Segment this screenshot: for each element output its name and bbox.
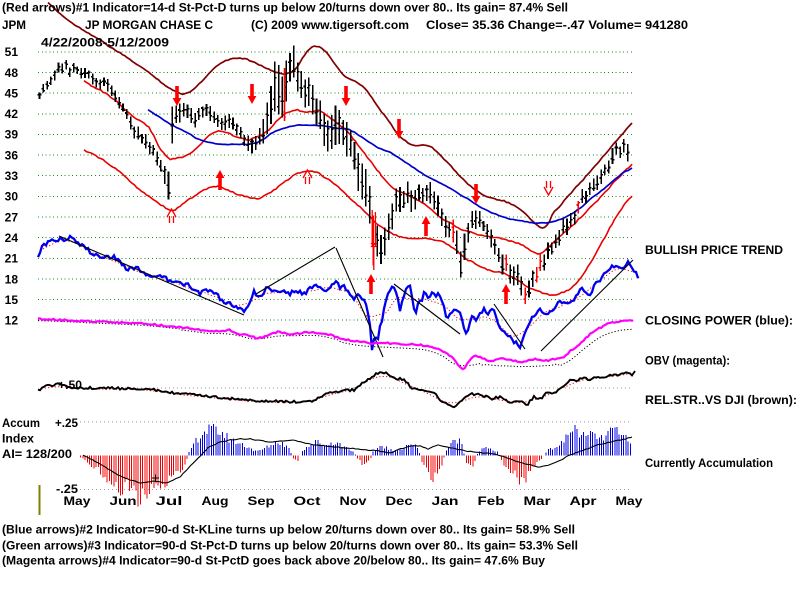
svg-text:12: 12 bbox=[5, 314, 19, 328]
svg-text:33: 33 bbox=[5, 169, 19, 183]
svg-text:Close= 35.36 Change=-.47 Vol: Close= 35.36 Change=-.47 Volume= 941280 bbox=[426, 18, 688, 32]
svg-text:(Blue arrows)#2 Indicator=90-d: (Blue arrows)#2 Indicator=90-d St-KLine … bbox=[2, 523, 575, 537]
svg-text:Mar: Mar bbox=[524, 494, 551, 508]
svg-text:Jun: Jun bbox=[110, 494, 137, 508]
svg-text:42: 42 bbox=[5, 107, 19, 121]
svg-text:-.25: -.25 bbox=[56, 482, 78, 496]
svg-text:45: 45 bbox=[5, 86, 19, 100]
svg-text:18: 18 bbox=[5, 272, 19, 286]
svg-text:Accum: Accum bbox=[2, 416, 40, 430]
svg-text:Jul: Jul bbox=[156, 494, 183, 508]
svg-text:OBV (magenta):: OBV (magenta): bbox=[645, 353, 730, 367]
svg-text:AI= 128/200: AI= 128/200 bbox=[2, 447, 72, 461]
svg-text:Apr: Apr bbox=[570, 494, 597, 508]
svg-text:(Red arrows)#1 Indicator=14-d: (Red arrows)#1 Indicator=14-d St-Pct-D t… bbox=[2, 1, 568, 15]
svg-text:24: 24 bbox=[5, 231, 19, 245]
svg-text:27: 27 bbox=[5, 210, 19, 224]
svg-text:(C) 2009 www.tigersoft.com: (C) 2009 www.tigersoft.com bbox=[251, 18, 409, 32]
svg-text:Jan: Jan bbox=[432, 494, 459, 508]
svg-text:Sep: Sep bbox=[248, 494, 275, 508]
svg-text:+.50: +.50 bbox=[58, 378, 82, 392]
svg-text:BULLISH PRICE TREND: BULLISH PRICE TREND bbox=[645, 243, 783, 257]
svg-text:CLOSING POWER (blue):: CLOSING POWER (blue): bbox=[645, 313, 793, 327]
svg-text:May: May bbox=[616, 494, 643, 508]
svg-text:+.25: +.25 bbox=[55, 416, 78, 430]
svg-text:(Green arrows)#3 Indicator=90-: (Green arrows)#3 Indicator=90-d St-Pct-D… bbox=[2, 539, 578, 553]
svg-text:4/22/2008-5/12/2009: 4/22/2008-5/12/2009 bbox=[41, 36, 169, 50]
svg-text:30: 30 bbox=[5, 190, 19, 204]
svg-text:15: 15 bbox=[5, 293, 19, 307]
svg-text:Dec: Dec bbox=[386, 494, 413, 508]
svg-text:Currently Accumulation: Currently Accumulation bbox=[645, 456, 773, 470]
svg-text:(Magenta arrows)#4 Indicator=9: (Magenta arrows)#4 Indicator=90-d St-Pct… bbox=[2, 554, 545, 568]
svg-text:Aug: Aug bbox=[202, 494, 229, 508]
svg-text:Oct: Oct bbox=[294, 494, 321, 508]
svg-text:JPM: JPM bbox=[2, 18, 26, 32]
svg-text:REL.STR..VS DJI (brown):: REL.STR..VS DJI (brown): bbox=[645, 393, 797, 407]
svg-text:39: 39 bbox=[5, 128, 19, 142]
svg-text:51: 51 bbox=[5, 45, 19, 59]
svg-text:JP MORGAN CHASE C: JP MORGAN CHASE C bbox=[85, 18, 213, 32]
svg-text:Index: Index bbox=[2, 431, 34, 445]
svg-text:48: 48 bbox=[5, 66, 19, 80]
svg-text:May: May bbox=[64, 494, 91, 508]
svg-text:Feb: Feb bbox=[478, 494, 505, 508]
svg-text:21: 21 bbox=[5, 252, 19, 266]
svg-text:Nov: Nov bbox=[340, 494, 367, 508]
svg-text:36: 36 bbox=[5, 148, 19, 162]
